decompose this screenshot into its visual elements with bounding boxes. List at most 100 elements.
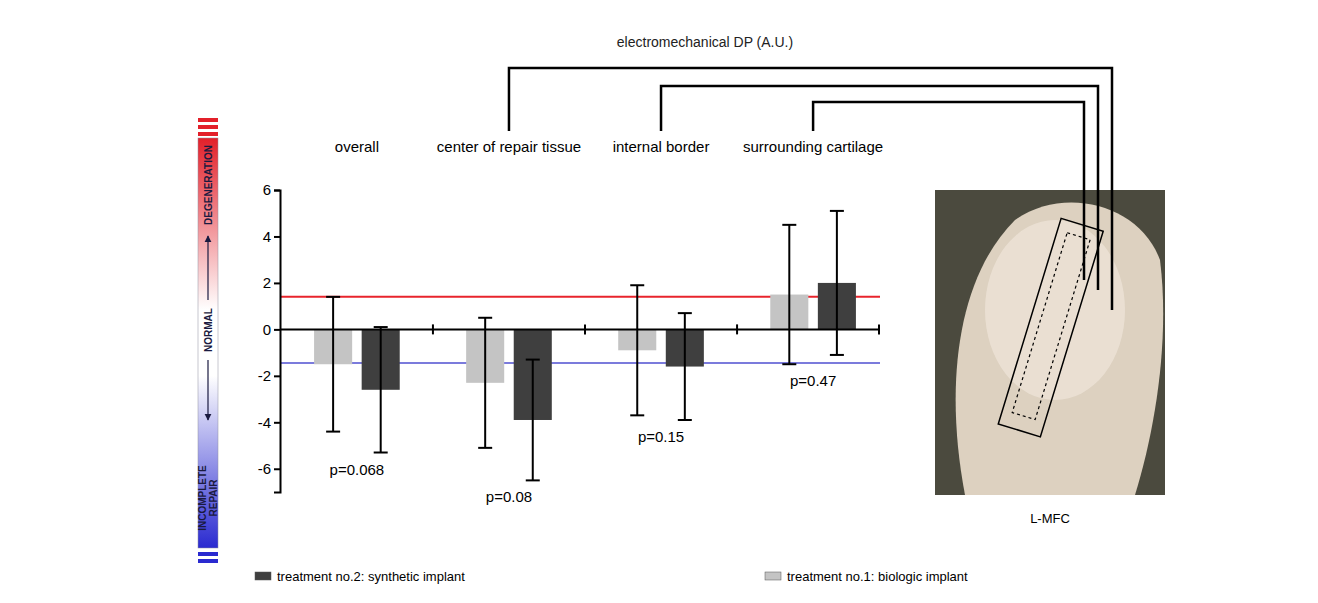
zero-axis <box>280 324 880 334</box>
error-bar-stem <box>836 211 838 355</box>
y-tick-mark <box>274 190 280 192</box>
y-tick-label: -4 <box>258 414 271 431</box>
error-bar-stem <box>332 297 334 432</box>
y-tick-label: -2 <box>258 367 271 384</box>
chart-title: electromechanical DP (A.U.) <box>617 34 793 50</box>
y-tick-mark <box>274 236 280 238</box>
legend-swatch <box>255 572 271 580</box>
y-tick-label: 2 <box>263 274 271 291</box>
error-bar-cap <box>326 431 340 433</box>
annotation: p=0.068 <box>330 461 385 478</box>
error-bar-stem <box>532 360 534 481</box>
error-bar-cap <box>526 479 540 481</box>
error-bar <box>782 225 796 364</box>
group-divider <box>736 324 738 334</box>
y-axis-line <box>274 191 281 493</box>
scale-label: INCOMPLETEREPAIR <box>197 465 219 531</box>
error-bar-cap <box>326 296 340 298</box>
y-tick-label: -6 <box>258 460 271 477</box>
error-bar <box>478 318 492 448</box>
y-tick-label: 6 <box>263 181 271 198</box>
category-label: overall <box>335 138 379 155</box>
legend-item: treatment no.2: synthetic implant <box>255 569 465 584</box>
error-bar-cap <box>678 312 692 314</box>
legend: treatment no.1: biologic implant treatmen… <box>255 569 968 584</box>
y-tick: 6 <box>263 181 280 198</box>
legend-label: treatment no.2: synthetic implant <box>277 569 465 584</box>
error-bar-cap <box>830 210 844 212</box>
error-bar <box>326 297 340 432</box>
error-bar-cap <box>374 452 388 454</box>
y-tick: 4 <box>263 228 280 245</box>
error-bar <box>630 285 644 415</box>
legend-item: treatment no.1: biologic implant <box>765 569 968 584</box>
chart: DEGENERATION NORMAL INCOMPLETEREPAIR electr… <box>0 0 1318 603</box>
legend-label: treatment no.1: biologic implant <box>787 569 968 584</box>
error-bar-cap <box>630 284 644 286</box>
bracket-line <box>813 102 1084 280</box>
y-tick-label: 0 <box>263 321 271 338</box>
scale-arrow <box>207 236 208 300</box>
error-bar-stem <box>484 318 486 448</box>
y-tick: 0 <box>263 321 280 338</box>
legend-swatch <box>765 572 781 580</box>
error-bar-cap <box>478 317 492 319</box>
y-tick-mark <box>274 375 280 377</box>
y-tick: -2 <box>258 367 280 384</box>
scale-bar: DEGENERATION NORMAL INCOMPLETEREPAIR <box>197 118 219 563</box>
scale-label: NORMAL <box>203 308 214 352</box>
error-bar <box>374 327 388 452</box>
scale-label: DEGENERATION <box>203 145 214 225</box>
group-divider <box>584 324 586 334</box>
bracket-line <box>509 68 1112 310</box>
error-bar <box>830 211 844 355</box>
y-tick-mark <box>274 282 280 284</box>
specimen-image <box>935 190 1165 495</box>
group-divider <box>878 324 880 334</box>
error-bar-cap <box>782 363 796 365</box>
plot-area <box>280 211 880 480</box>
scale-stripe <box>198 118 218 122</box>
category-label: surrounding cartilage <box>743 138 883 155</box>
annotation: p=0.15 <box>638 428 684 445</box>
scale-stripe <box>198 552 218 556</box>
y-tick: -4 <box>258 414 280 431</box>
category-label: internal border <box>613 138 710 155</box>
y-tick-label: 4 <box>263 228 271 245</box>
error-bar-stem <box>788 225 790 364</box>
category-label: center of repair tissue <box>437 138 581 155</box>
image-label: L-MFC <box>1030 511 1070 526</box>
y-tick-mark <box>274 329 280 331</box>
error-bar-cap <box>830 354 844 356</box>
error-bar <box>526 360 540 481</box>
y-axis: -6 -4 -2 0 2 4 6 <box>258 181 281 492</box>
zero-line <box>280 328 880 330</box>
bracket-line <box>661 86 1098 290</box>
brackets <box>509 68 1112 310</box>
error-bar-cap <box>526 359 540 361</box>
scale-gradient <box>198 138 218 548</box>
region-inner <box>1012 233 1090 420</box>
scale-stripe <box>198 125 218 129</box>
error-bar-stem <box>380 327 382 452</box>
group-divider <box>432 324 434 334</box>
error-bar-cap <box>374 326 388 328</box>
error-bar-stem <box>636 285 638 415</box>
condyle <box>956 203 1164 495</box>
condyle-highlight <box>985 220 1125 400</box>
error-bar-cap <box>678 419 692 421</box>
image-background <box>935 190 1165 495</box>
error-bar-cap <box>630 414 644 416</box>
scale-arrow <box>207 360 208 420</box>
region-outline <box>998 218 1103 436</box>
scale-stripe <box>198 132 218 136</box>
y-tick: -6 <box>258 460 280 477</box>
scale-stripe <box>198 559 218 563</box>
error-bar-cap <box>478 447 492 449</box>
annotation: p=0.08 <box>486 488 532 505</box>
error-bar-cap <box>782 224 796 226</box>
y-tick: 2 <box>263 274 280 291</box>
region-outer <box>998 218 1103 436</box>
y-tick-mark <box>274 422 280 424</box>
y-tick-mark <box>274 468 280 470</box>
